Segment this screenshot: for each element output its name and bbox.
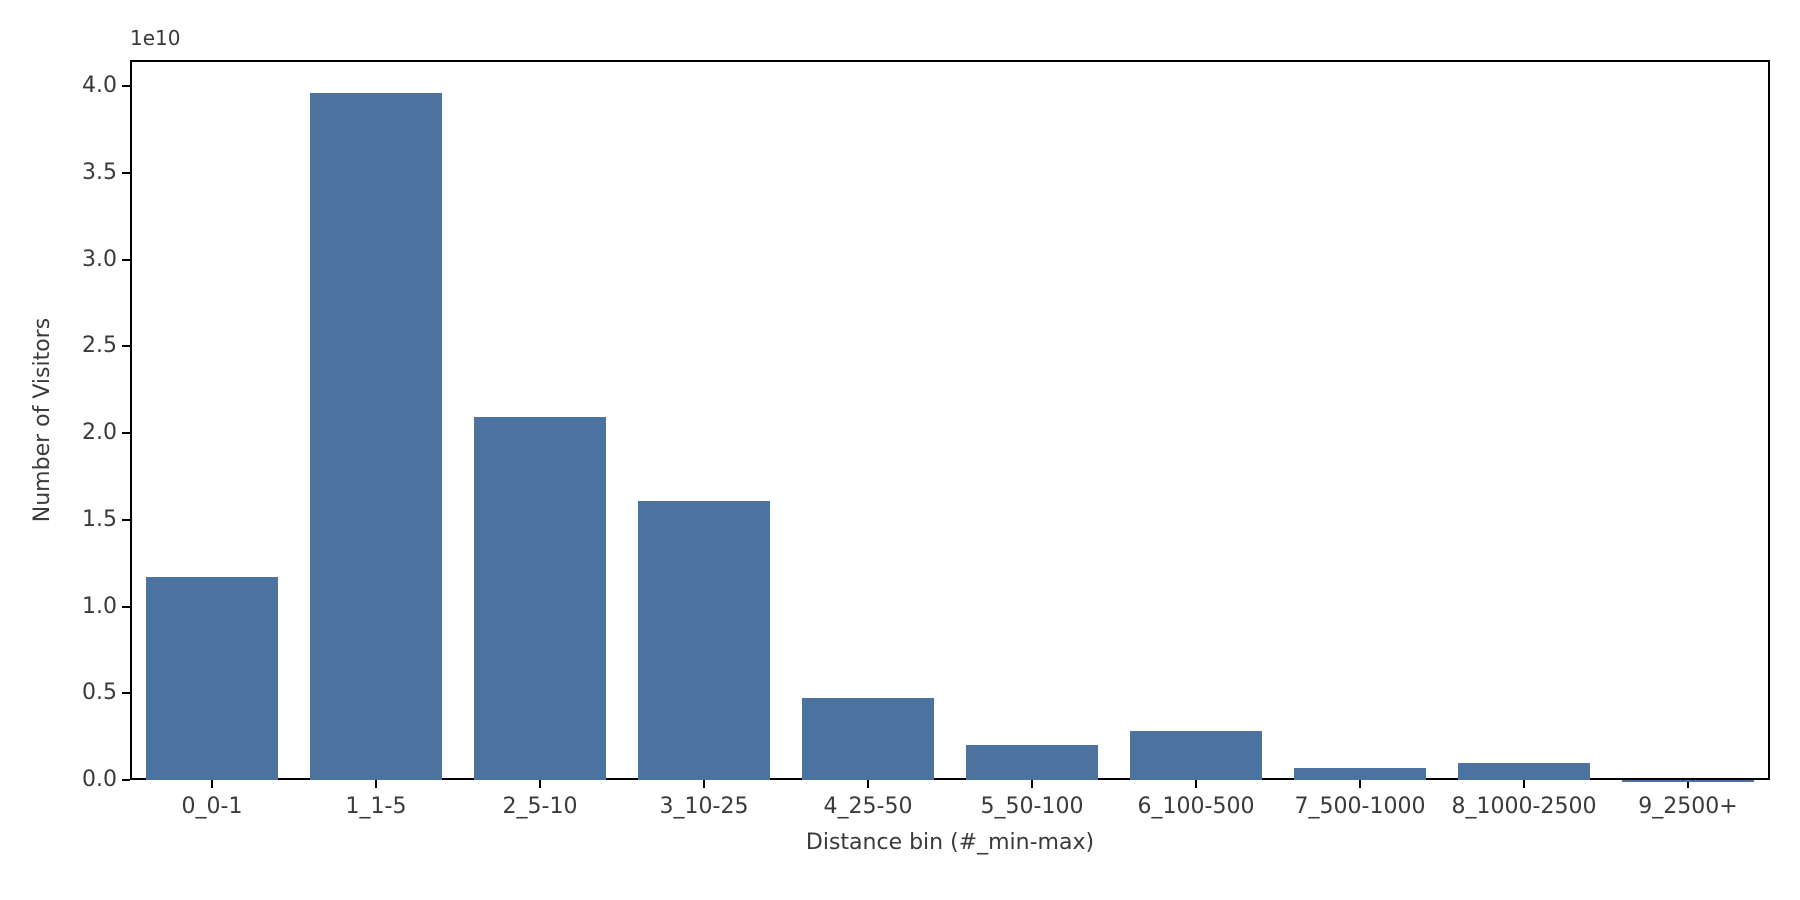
y-axis-label: Number of Visitors [30,60,55,780]
y-tick-mark [122,432,130,434]
bar [146,577,277,780]
bar [474,417,605,780]
y-tick-mark [122,606,130,608]
y-tick-mark [122,519,130,521]
bar [1458,763,1589,780]
y-tick-label: 0.0 [57,767,117,792]
y-tick-label: 2.0 [57,420,117,445]
x-tick-mark [211,780,213,788]
x-tick-label: 4_25-50 [786,794,950,819]
x-tick-mark [1195,780,1197,788]
x-tick-mark [703,780,705,788]
bar [310,93,441,780]
x-tick-mark [1523,780,1525,788]
chart-container: 1e10 Number of Visitors Distance bin (#_… [0,0,1800,900]
y-tick-mark [122,345,130,347]
x-tick-mark [1031,780,1033,788]
y-tick-label: 4.0 [57,73,117,98]
x-tick-label: 5_50-100 [950,794,1114,819]
y-tick-mark [122,172,130,174]
y-tick-label: 1.0 [57,594,117,619]
y-tick-label: 3.0 [57,247,117,272]
x-axis-label: Distance bin (#_min-max) [130,830,1770,855]
bar [802,698,933,780]
x-tick-label: 7_500-1000 [1278,794,1442,819]
x-tick-label: 8_1000-2500 [1442,794,1606,819]
y-tick-label: 1.5 [57,507,117,532]
y-tick-mark [122,259,130,261]
bar [638,501,769,780]
bar [1622,780,1753,782]
x-tick-mark [867,780,869,788]
x-tick-label: 6_100-500 [1114,794,1278,819]
y-tick-label: 2.5 [57,333,117,358]
x-tick-label: 1_1-5 [294,794,458,819]
bar [966,745,1097,780]
y-tick-mark [122,85,130,87]
bar [1130,731,1261,780]
y-tick-mark [122,692,130,694]
x-tick-mark [375,780,377,788]
x-tick-mark [539,780,541,788]
x-tick-label: 3_10-25 [622,794,786,819]
y-axis-exponent: 1e10 [130,26,180,50]
y-tick-label: 3.5 [57,160,117,185]
y-tick-mark [122,779,130,781]
y-tick-label: 0.5 [57,680,117,705]
x-tick-label: 0_0-1 [130,794,294,819]
x-tick-label: 2_5-10 [458,794,622,819]
bar [1294,768,1425,780]
x-tick-mark [1359,780,1361,788]
x-tick-label: 9_2500+ [1606,794,1770,819]
